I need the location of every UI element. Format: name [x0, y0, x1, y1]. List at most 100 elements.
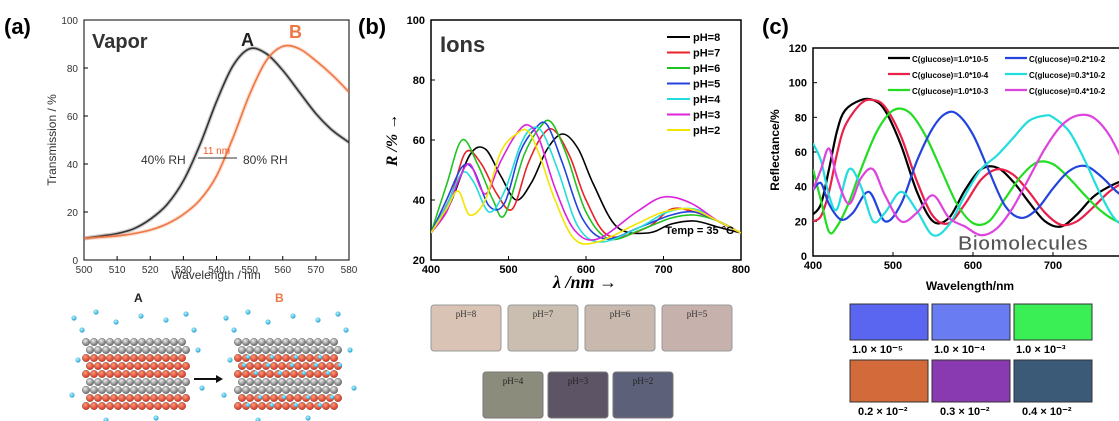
film-particle [98, 354, 106, 362]
film-particle [106, 402, 114, 410]
film-particle [146, 354, 154, 362]
vapor-molecule [241, 362, 247, 368]
film-particle [246, 362, 254, 370]
film-particle [110, 346, 118, 354]
film-particle [146, 402, 154, 410]
vapor-molecule [301, 370, 307, 376]
film-particle [86, 378, 94, 386]
film-particle [254, 346, 262, 354]
illustration-label-a: A [134, 291, 143, 305]
film-particle [126, 394, 134, 402]
film-particle [306, 370, 314, 378]
film-particle [158, 362, 166, 370]
vapor-molecule [265, 362, 271, 368]
ph-swatch-label: pH=8 [456, 309, 477, 319]
film-particle [170, 354, 178, 362]
ph-swatch-label: pH=2 [633, 376, 654, 386]
film-particle [298, 402, 306, 410]
y-tick-label: 120 [789, 43, 807, 55]
vapor-molecule [277, 370, 283, 376]
vapor-molecule [195, 347, 201, 353]
film-particle [142, 378, 150, 386]
series-line-ph-5 [431, 121, 741, 240]
rh-label-left: 40% RH [141, 153, 186, 167]
vapor-molecule [227, 357, 233, 363]
series-line-c-glucose-1-0-10-4 [813, 98, 1119, 227]
film-particle [98, 402, 106, 410]
vapor-molecule [255, 417, 261, 421]
film-particle [138, 386, 146, 394]
legend-label: pH=7 [693, 48, 720, 60]
film-particle [138, 354, 146, 362]
film-particle [122, 370, 130, 378]
vapor-molecule [245, 309, 251, 315]
film-particle [238, 394, 246, 402]
legend-label: pH=6 [693, 63, 720, 75]
film-particle [150, 346, 158, 354]
series-line-c-glucose-0-2-10-2 [813, 110, 1119, 223]
film-particle [298, 338, 306, 346]
y-axis-label-b: R /% → [384, 114, 401, 167]
y-tick-label: 80 [67, 64, 79, 75]
film-particle [266, 386, 274, 394]
x-axis-label-a: Wavelength / nm [171, 268, 261, 282]
film-particle [134, 378, 142, 386]
y-tick-label: 20 [413, 255, 425, 267]
film-particle [130, 354, 138, 362]
panel-label-b: (b) [358, 14, 386, 39]
film-particle [166, 362, 174, 370]
x-tick-label: 570 [308, 265, 325, 276]
ph-swatch [430, 304, 502, 352]
film-particle [134, 394, 142, 402]
film-particle [90, 402, 98, 410]
x-tick-label: 500 [884, 260, 902, 272]
film-particle [86, 394, 94, 402]
film-particle [262, 378, 270, 386]
film-particle [274, 354, 282, 362]
glucose-swatch-label: 0.4 × 10⁻² [1022, 406, 1072, 418]
glucose-swatch-label: 1.0 × 10⁻³ [1016, 344, 1066, 356]
film-particle [174, 378, 182, 386]
film-particle [102, 362, 110, 370]
ph-swatch-label: pH=3 [568, 376, 589, 386]
film-particle [286, 394, 294, 402]
film-particle [94, 362, 102, 370]
film-particle [234, 370, 242, 378]
film-particle [82, 386, 90, 394]
film-particle [174, 394, 182, 402]
film-particle [294, 378, 302, 386]
series-band-b [84, 43, 349, 241]
series-line-b [84, 44, 349, 240]
film-particle [258, 370, 266, 378]
vapor-molecule [71, 315, 77, 321]
vapor-molecule [293, 402, 299, 408]
series-line-ph-2 [431, 128, 741, 245]
film-particle [242, 386, 250, 394]
film-particle [290, 338, 298, 346]
y-tick-label: 40 [795, 182, 807, 194]
film-particle [270, 362, 278, 370]
film-particle [254, 378, 262, 386]
vapor-molecule [325, 370, 331, 376]
illustration-label-b: B [275, 291, 284, 305]
film-particle [282, 386, 290, 394]
ph-swatch [584, 304, 656, 352]
glucose-swatch-label: 1.0 × 10⁻⁵ [852, 344, 903, 356]
x-tick-label: 530 [175, 265, 192, 276]
film-particle [178, 370, 186, 378]
film-particle [278, 378, 286, 386]
film-particle [326, 346, 334, 354]
film-particle [326, 378, 334, 386]
film-particle [182, 394, 190, 402]
film-particle [130, 370, 138, 378]
vapor-molecule [93, 309, 99, 315]
film-particle [250, 386, 258, 394]
film-particle [86, 346, 94, 354]
film-particle [266, 370, 274, 378]
x-tick-label: 500 [499, 264, 517, 276]
chart-title-c: Biomolecules [958, 233, 1088, 255]
vapor-molecule [103, 417, 109, 421]
vapor-molecule [351, 385, 357, 391]
film-particle [150, 394, 158, 402]
film-particle [258, 338, 266, 346]
